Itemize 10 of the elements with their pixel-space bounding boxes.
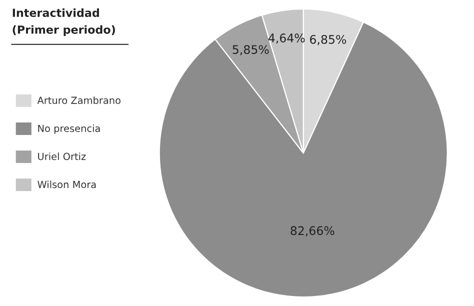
legend-label: Arturo Zambrano: [37, 96, 120, 104]
data-label: 82,66%: [290, 226, 334, 236]
data-label: 5,85%: [232, 45, 269, 56]
chart-title: Interactividad: [12, 8, 99, 17]
data-label: 4,64%: [268, 34, 305, 44]
legend-label: No presencia: [38, 124, 100, 134]
legend-label: Wilson Mora: [38, 180, 96, 188]
data-label: 6,85%: [310, 34, 346, 46]
text: (Primer periodo): [12, 25, 115, 36]
legend-label: Uriel Ortiz: [38, 152, 86, 160]
